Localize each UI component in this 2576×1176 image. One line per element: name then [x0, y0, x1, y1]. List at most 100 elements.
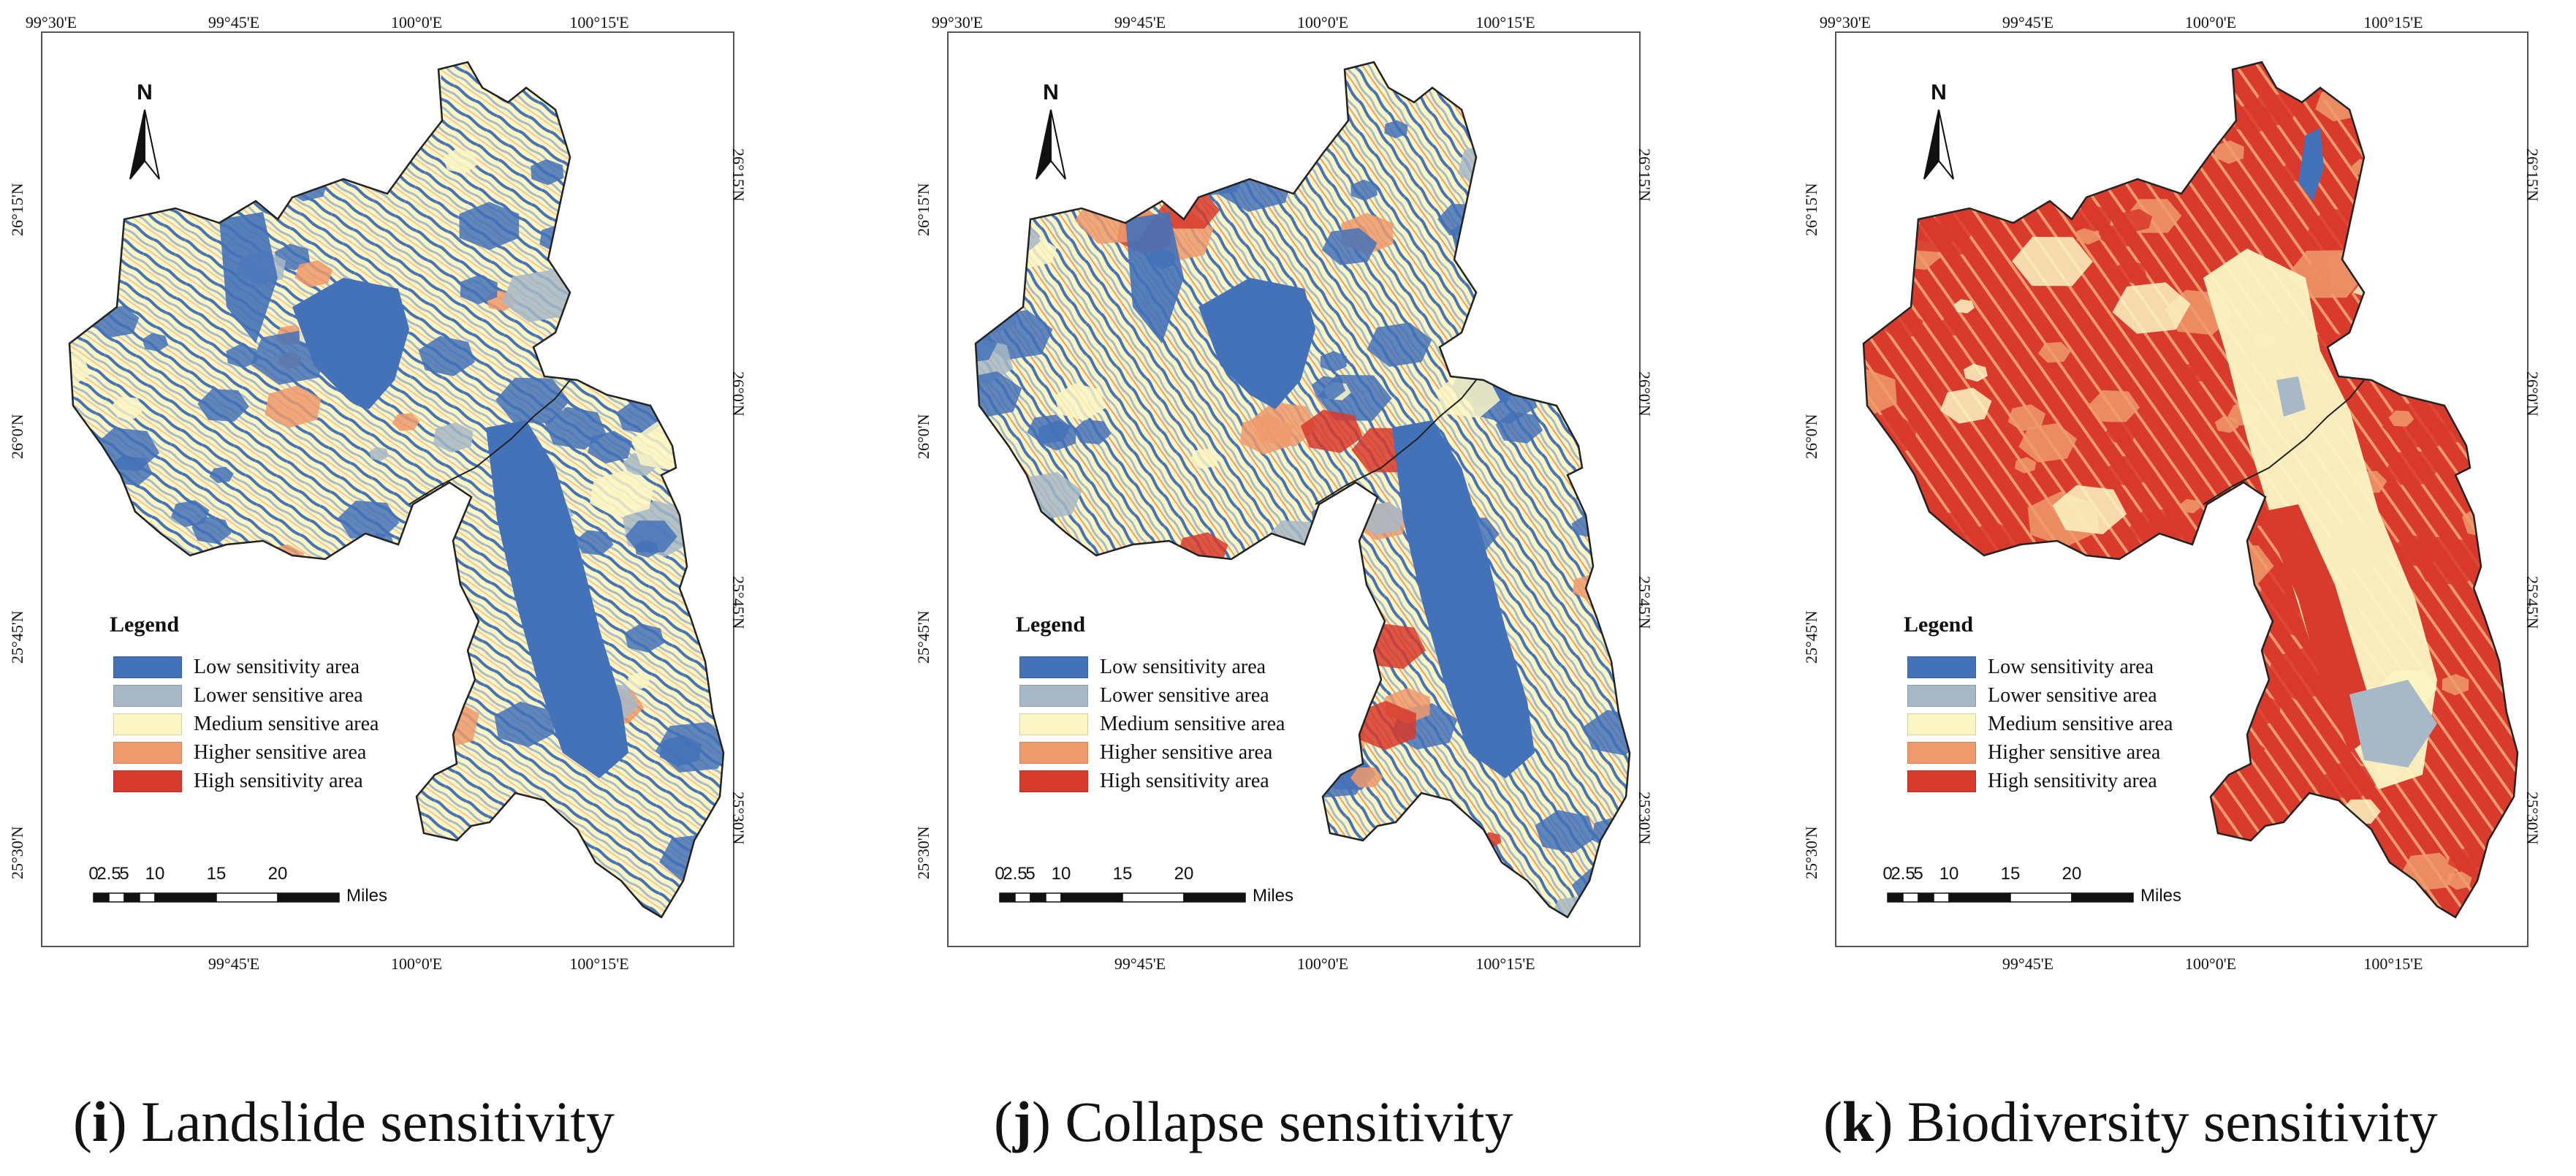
legend-swatch: [113, 770, 182, 792]
legend-swatch: [113, 742, 182, 764]
legend-swatch: [1019, 742, 1088, 764]
north-arrow-icon: [1036, 110, 1066, 180]
scale-tick-label: 0: [995, 864, 1005, 884]
legend-swatch: [1019, 685, 1088, 707]
scale-tick-label: 10: [1051, 864, 1071, 884]
graticule-bottom-label: 100°15'E: [2363, 955, 2423, 973]
north-letter: N: [137, 80, 153, 105]
legend-item: Medium sensitive area: [113, 712, 379, 737]
map-panel-i: 99°30'E 99°45'E 100°0'E 100°15'E 99°45'E 100°…: [0, 0, 859, 1176]
legend-item-label: Low sensitivity area: [1100, 656, 1266, 678]
legend-item-label: Higher sensitive area: [1100, 741, 1273, 764]
north-letter: N: [1043, 80, 1059, 105]
legend-item-label: Lower sensitive area: [1100, 684, 1269, 707]
scale-tick-label: 5: [1913, 864, 1923, 884]
legend-item: Higher sensitive area: [1019, 740, 1272, 765]
legend-swatch: [1907, 742, 1976, 764]
scale-tick-label: 15: [206, 864, 227, 884]
scale-tick-label: 20: [1174, 864, 1194, 884]
legend-swatch: [1907, 713, 1976, 735]
scale-tick-label: 5: [119, 864, 129, 884]
graticule-bottom-label: 99°45'E: [2002, 955, 2054, 973]
scale-tick-label: 0: [88, 864, 99, 884]
graticule-top-label: 99°30'E: [931, 13, 984, 31]
panel-caption-text: Landslide sensitivity: [141, 1090, 615, 1153]
legend-swatch: [1019, 713, 1088, 735]
legend-item-label: Higher sensitive area: [1988, 741, 2161, 764]
legend-swatch: [113, 656, 182, 678]
legend-item-label: Medium sensitive area: [1100, 713, 1285, 735]
panel-caption: (i) Landslide sensitivity: [73, 1090, 615, 1153]
scale-tick-label: 2.5: [1891, 864, 1915, 884]
legend-swatch: [1019, 770, 1088, 792]
legend-item: Lower sensitive area: [113, 683, 363, 708]
legend-item: Low sensitivity area: [1019, 655, 1266, 680]
legend-item-label: High sensitivity area: [194, 770, 363, 792]
legend-swatch: [1907, 685, 1976, 707]
graticule-bottom-label: 100°15'E: [569, 955, 629, 973]
legend-item: High sensitivity area: [1019, 769, 1269, 794]
legend-item: Low sensitivity area: [113, 655, 360, 680]
north-arrow-icon: [1923, 110, 1954, 180]
graticule-top-label: 99°45'E: [1114, 13, 1166, 31]
legend-item: Low sensitivity area: [1907, 655, 2154, 680]
scale-tick-label: 2.5: [1003, 864, 1027, 884]
scale-unit-label: Miles: [1253, 886, 1294, 906]
legend-item: Higher sensitive area: [1907, 740, 2160, 765]
graticule-top-label: 99°45'E: [208, 13, 260, 31]
legend-item: High sensitivity area: [1907, 769, 2157, 794]
graticule-top-label: 99°30'E: [1819, 13, 1872, 31]
graticule-top-label: 100°0'E: [1296, 13, 1349, 31]
legend-item: Higher sensitive area: [113, 740, 366, 765]
legend-swatch: [1019, 656, 1088, 678]
graticule-top-label: 99°30'E: [25, 13, 77, 31]
graticule-bottom-label: 100°15'E: [1475, 955, 1535, 973]
legend-item-label: Low sensitivity area: [1988, 656, 2154, 678]
graticule-bottom-label: 100°0'E: [390, 955, 443, 973]
map-panel-k: 99°30'E 99°45'E 100°0'E 100°15'E 99°45'E 100°…: [1794, 0, 2576, 1176]
legend-swatch: [113, 713, 182, 735]
panel-letter: j: [1012, 1090, 1032, 1153]
graticule-bottom-label: 99°45'E: [208, 955, 260, 973]
scale-tick-label: 5: [1025, 864, 1036, 884]
scale-unit-label: Miles: [346, 886, 388, 906]
panel-caption: (k) Biodiversity sensitivity: [1823, 1090, 2438, 1153]
legend-title: Legend: [1016, 612, 1086, 637]
graticule-top-label: 100°15'E: [2363, 13, 2423, 31]
scale-tick-label: 20: [267, 864, 288, 884]
scale-tick-label: 10: [145, 864, 165, 884]
study-area-map: [1862, 61, 2519, 919]
legend-title: Legend: [1904, 612, 1974, 637]
panel-letter: k: [1842, 1090, 1874, 1153]
legend-item-label: Lower sensitive area: [194, 684, 363, 707]
graticule-top-label: 100°15'E: [569, 13, 629, 31]
legend-item: High sensitivity area: [113, 769, 363, 794]
graticule-bottom-label: 99°45'E: [1114, 955, 1166, 973]
graticule-bottom-label: 100°0'E: [1296, 955, 1349, 973]
legend-item-label: High sensitivity area: [1100, 770, 1269, 792]
legend-swatch: [1907, 656, 1976, 678]
legend-swatch: [113, 685, 182, 707]
graticule-top-label: 100°0'E: [2184, 13, 2237, 31]
scale-tick-label: 15: [1112, 864, 1133, 884]
scale-tick-label: 20: [2062, 864, 2082, 884]
scale-tick-label: 15: [2000, 864, 2021, 884]
scale-tick-label: 10: [1939, 864, 1959, 884]
panel-letter: i: [91, 1090, 108, 1153]
scale-unit-label: Miles: [2140, 886, 2182, 906]
panel-caption-text: Collapse sensitivity: [1065, 1090, 1513, 1153]
panel-caption-text: Biodiversity sensitivity: [1907, 1090, 2438, 1153]
legend-item-label: High sensitivity area: [1988, 770, 2157, 792]
graticule-bottom-label: 100°0'E: [2184, 955, 2237, 973]
legend-item: Lower sensitive area: [1019, 683, 1269, 708]
legend-item: Medium sensitive area: [1019, 712, 1285, 737]
panel-caption: (j) Collapse sensitivity: [994, 1090, 1513, 1153]
legend-item-label: Lower sensitive area: [1988, 684, 2157, 707]
graticule-top-label: 99°45'E: [2002, 13, 2054, 31]
legend-swatch: [1907, 770, 1976, 792]
legend-title: Legend: [110, 612, 180, 637]
graticule-top-label: 100°15'E: [1475, 13, 1535, 31]
scale-tick-label: 2.5: [96, 864, 121, 884]
legend-item-label: Higher sensitive area: [194, 741, 367, 764]
north-letter: N: [1931, 80, 1947, 105]
